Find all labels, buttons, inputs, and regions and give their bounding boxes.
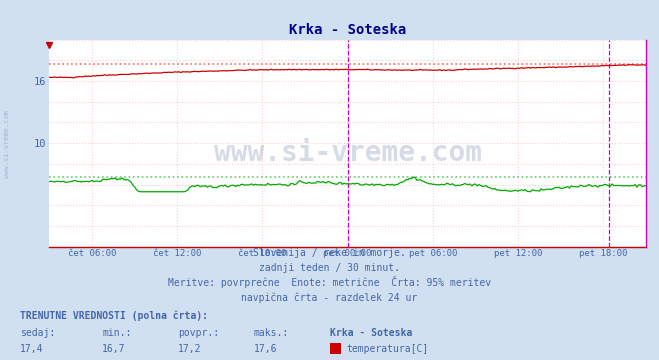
Text: Slovenija / reke in morje.: Slovenija / reke in morje.: [253, 248, 406, 258]
Text: www.si-vreme.com: www.si-vreme.com: [214, 139, 482, 167]
Text: temperatura[C]: temperatura[C]: [346, 344, 428, 354]
Text: Krka - Soteska: Krka - Soteska: [330, 328, 412, 338]
Text: navpična črta - razdelek 24 ur: navpična črta - razdelek 24 ur: [241, 292, 418, 303]
Title: Krka - Soteska: Krka - Soteska: [289, 23, 406, 37]
Text: povpr.:: povpr.:: [178, 328, 219, 338]
Text: TRENUTNE VREDNOSTI (polna črta):: TRENUTNE VREDNOSTI (polna črta):: [20, 310, 208, 321]
Text: www.si-vreme.com: www.si-vreme.com: [3, 110, 10, 178]
Text: zadnji teden / 30 minut.: zadnji teden / 30 minut.: [259, 263, 400, 273]
Text: maks.:: maks.:: [254, 328, 289, 338]
Text: 17,2: 17,2: [178, 344, 202, 354]
Text: 17,4: 17,4: [20, 344, 43, 354]
Text: 16,7: 16,7: [102, 344, 126, 354]
Text: 17,6: 17,6: [254, 344, 277, 354]
Text: Meritve: povrprečne  Enote: metrične  Črta: 95% meritev: Meritve: povrprečne Enote: metrične Črta…: [168, 276, 491, 288]
Text: sedaj:: sedaj:: [20, 328, 55, 338]
Text: min.:: min.:: [102, 328, 132, 338]
